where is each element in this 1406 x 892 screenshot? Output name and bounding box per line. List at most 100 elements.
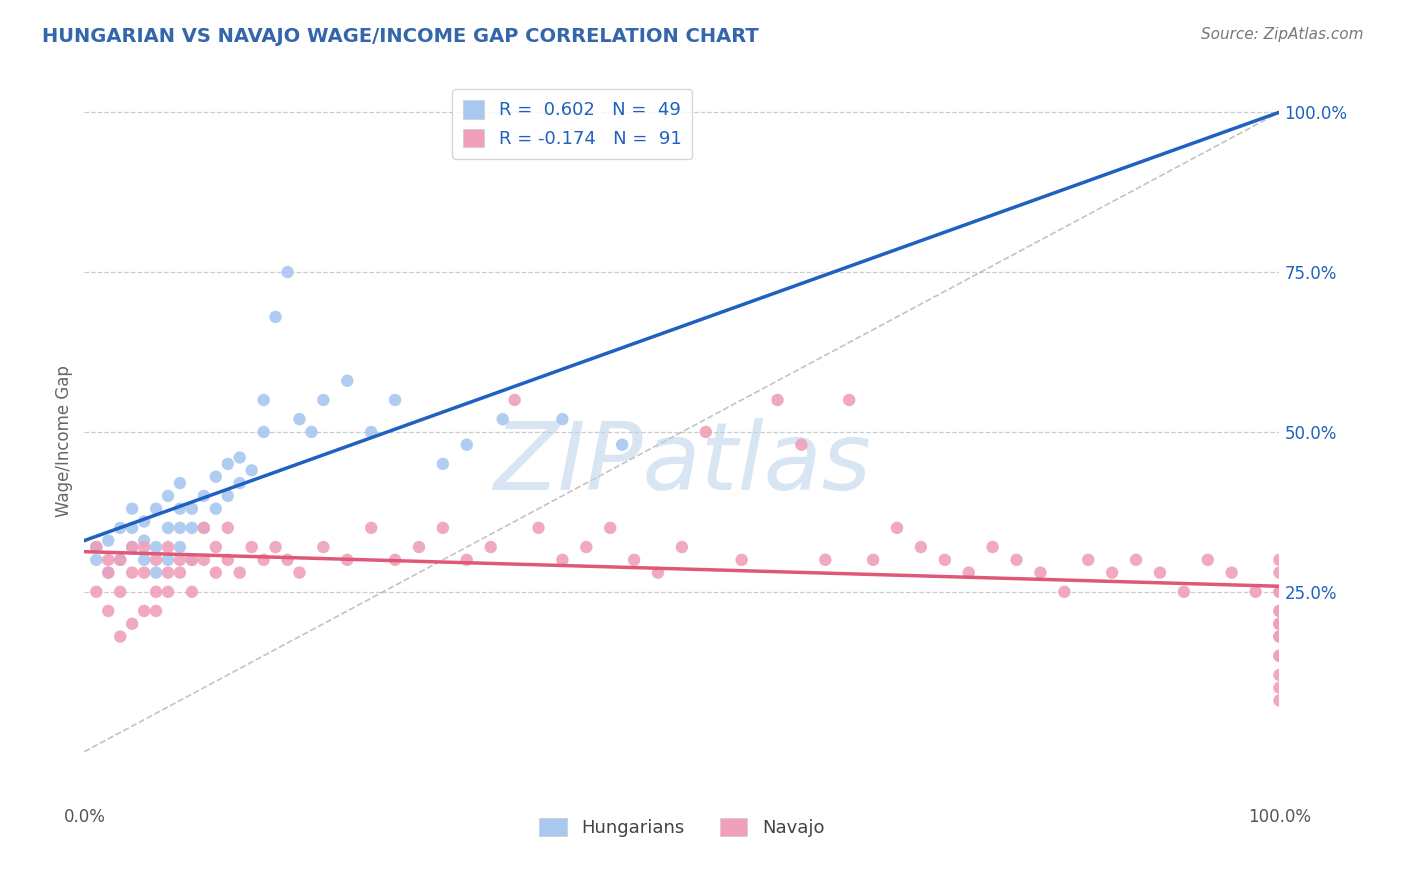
- Point: [97, 566, 120, 580]
- Point: [264, 310, 287, 324]
- Point: [1268, 693, 1291, 707]
- Point: [253, 553, 276, 567]
- Point: [612, 438, 634, 452]
- Point: [456, 438, 478, 452]
- Point: [132, 515, 156, 529]
- Point: [360, 521, 382, 535]
- Point: [193, 521, 215, 535]
- Point: [312, 540, 335, 554]
- Point: [456, 553, 478, 567]
- Point: [229, 450, 252, 465]
- Point: [1197, 553, 1219, 567]
- Point: [647, 566, 669, 580]
- Point: [1125, 553, 1147, 567]
- Point: [1268, 630, 1291, 644]
- Point: [492, 412, 515, 426]
- Point: [599, 521, 621, 535]
- Point: [766, 392, 789, 407]
- Point: [181, 553, 204, 567]
- Point: [432, 521, 454, 535]
- Point: [169, 521, 191, 535]
- Point: [157, 540, 180, 554]
- Point: [110, 584, 132, 599]
- Point: [169, 476, 191, 491]
- Point: [575, 540, 598, 554]
- Point: [193, 553, 215, 567]
- Point: [181, 553, 204, 567]
- Point: [981, 540, 1004, 554]
- Point: [1268, 648, 1291, 663]
- Point: [1077, 553, 1099, 567]
- Point: [1173, 584, 1195, 599]
- Point: [157, 521, 180, 535]
- Point: [121, 566, 143, 580]
- Point: [145, 553, 167, 567]
- Point: [1053, 584, 1076, 599]
- Point: [145, 566, 167, 580]
- Point: [1268, 584, 1291, 599]
- Point: [527, 521, 550, 535]
- Point: [479, 540, 502, 554]
- Y-axis label: Wage/Income Gap: Wage/Income Gap: [55, 366, 73, 517]
- Point: [193, 521, 215, 535]
- Point: [384, 392, 406, 407]
- Point: [240, 463, 263, 477]
- Point: [336, 374, 359, 388]
- Point: [277, 553, 299, 567]
- Point: [1268, 584, 1291, 599]
- Point: [157, 553, 180, 567]
- Point: [408, 540, 430, 554]
- Point: [277, 265, 299, 279]
- Point: [1005, 553, 1028, 567]
- Point: [169, 501, 191, 516]
- Point: [86, 553, 108, 567]
- Text: ZIPatlas: ZIPatlas: [494, 417, 870, 508]
- Point: [1268, 681, 1291, 695]
- Point: [121, 521, 143, 535]
- Point: [1268, 604, 1291, 618]
- Point: [288, 412, 311, 426]
- Point: [181, 501, 204, 516]
- Point: [169, 566, 191, 580]
- Point: [217, 521, 239, 535]
- Point: [503, 392, 526, 407]
- Point: [551, 553, 574, 567]
- Point: [229, 566, 252, 580]
- Point: [360, 425, 382, 439]
- Point: [790, 438, 813, 452]
- Point: [110, 521, 132, 535]
- Point: [145, 604, 167, 618]
- Point: [253, 425, 276, 439]
- Point: [217, 457, 239, 471]
- Point: [1268, 616, 1291, 631]
- Point: [1268, 566, 1291, 580]
- Point: [1101, 566, 1123, 580]
- Point: [229, 476, 252, 491]
- Legend: Hungarians, Navajo: Hungarians, Navajo: [533, 811, 831, 845]
- Point: [132, 533, 156, 548]
- Point: [121, 540, 143, 554]
- Point: [288, 566, 311, 580]
- Point: [97, 553, 120, 567]
- Point: [205, 566, 228, 580]
- Point: [157, 489, 180, 503]
- Point: [205, 540, 228, 554]
- Point: [169, 540, 191, 554]
- Point: [934, 553, 956, 567]
- Point: [384, 553, 406, 567]
- Point: [551, 412, 574, 426]
- Point: [169, 553, 191, 567]
- Point: [110, 630, 132, 644]
- Point: [132, 604, 156, 618]
- Point: [86, 540, 108, 554]
- Point: [671, 540, 693, 554]
- Point: [97, 533, 120, 548]
- Point: [217, 553, 239, 567]
- Point: [253, 392, 276, 407]
- Point: [145, 584, 167, 599]
- Point: [240, 540, 263, 554]
- Point: [97, 604, 120, 618]
- Point: [205, 501, 228, 516]
- Point: [145, 540, 167, 554]
- Point: [1268, 648, 1291, 663]
